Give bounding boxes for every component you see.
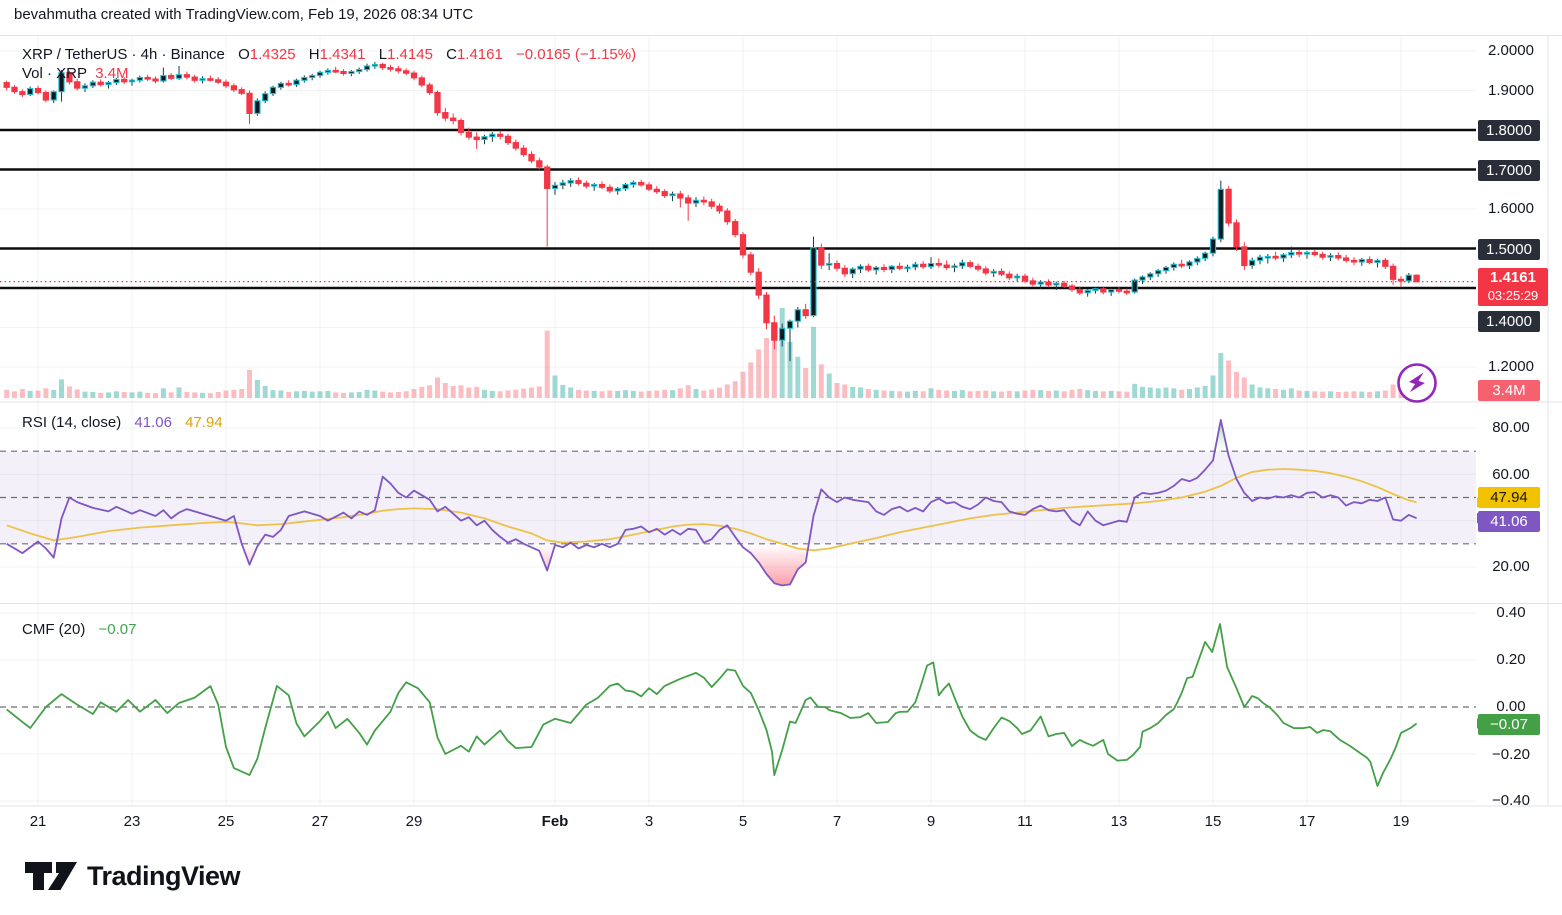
- ohlc-close-value: 1.4161: [456, 46, 503, 63]
- volume-bars: [4, 308, 1420, 399]
- rsi-legend[interactable]: RSI (14, close) 41.06 47.94: [22, 414, 227, 431]
- ohlc-low-value: 1.4145: [387, 46, 433, 63]
- time-tick: 13: [1110, 813, 1128, 830]
- time-tick: 19: [1392, 813, 1410, 830]
- rsi-title[interactable]: RSI (14, close): [22, 414, 122, 431]
- rsi-ma-line: [6, 468, 1417, 552]
- rsi-ma-value: 47.94: [185, 414, 223, 431]
- ohlc-low-label: L: [378, 46, 388, 63]
- time-tick: 5: [738, 813, 748, 830]
- time-tick: 9: [926, 813, 936, 830]
- time-tick: Feb: [541, 813, 569, 830]
- rsi-line: [6, 418, 1417, 587]
- time-tick: 23: [123, 813, 141, 830]
- tradingview-mark-icon: [25, 862, 77, 890]
- cmf-line: [6, 623, 1418, 787]
- ohlc-close-label: C: [446, 46, 457, 63]
- price-level-badge: 1.7000: [1478, 160, 1540, 181]
- cmf-tick: 0.20: [1496, 651, 1526, 668]
- rsi-value: 41.06: [134, 414, 172, 431]
- cmf-title[interactable]: CMF (20): [22, 621, 86, 638]
- time-tick: 15: [1204, 813, 1222, 830]
- cmf-tick: 0.40: [1496, 604, 1526, 621]
- rsi-tick: 20.00: [1492, 558, 1530, 575]
- price-level-badge: 1.4000: [1478, 311, 1540, 332]
- price-tick: 1.9000: [1488, 82, 1534, 99]
- time-tick: 25: [217, 813, 235, 830]
- rsi-ma-badge: 47.94: [1478, 487, 1540, 508]
- rsi-tick: 80.00: [1492, 419, 1530, 436]
- ohlc-high-label: H: [308, 46, 320, 63]
- cmf-value: −0.07: [98, 621, 137, 638]
- volume-value: 3.4M: [95, 65, 129, 82]
- time-tick: 11: [1017, 813, 1033, 830]
- ohlc-high-value: 1.4341: [319, 46, 366, 63]
- tradingview-logo-text: TradingView: [87, 860, 241, 891]
- last-price-badge: 1.4161 03:25:29: [1478, 268, 1548, 306]
- cmf-tick: −0.20: [1492, 746, 1530, 763]
- tradingview-logo[interactable]: TradingView: [24, 860, 241, 892]
- rsi-tick: 60.00: [1492, 466, 1530, 483]
- cmf-tick: −0.40: [1492, 792, 1530, 809]
- time-tick: 3: [644, 813, 654, 830]
- ohlc-open-value: 1.4325: [249, 46, 296, 63]
- price-tick: 2.0000: [1488, 42, 1534, 59]
- price-tick: 1.6000: [1488, 200, 1534, 217]
- volume-label[interactable]: Vol · XRP: [22, 65, 88, 82]
- lightning-bolt-icon[interactable]: [1396, 362, 1438, 404]
- time-tick: 7: [832, 813, 842, 830]
- cmf-value-badge: −0.07: [1478, 714, 1540, 735]
- time-tick: 17: [1298, 813, 1316, 830]
- price-level-badge: 1.8000: [1478, 120, 1540, 141]
- volume-legend[interactable]: Vol · XRP 3.4M: [22, 65, 133, 82]
- symbol-title[interactable]: XRP / TetherUS · 4h · Binance: [22, 46, 225, 63]
- volume-axis-badge: 3.4M: [1478, 380, 1540, 401]
- ohlc-open-label: O: [238, 46, 250, 63]
- cmf-tick: 0.00: [1496, 698, 1526, 715]
- price-tick: 1.2000: [1488, 358, 1534, 375]
- ohlc-change-value: −0.0165 (−1.15%): [516, 46, 637, 63]
- candles: [3, 62, 1420, 362]
- time-tick: 29: [405, 813, 423, 830]
- last-price-value: 1.4161: [1490, 269, 1536, 286]
- time-tick: 21: [29, 813, 47, 830]
- main-legend[interactable]: XRP / TetherUS · 4h · Binance O1.4325 H1…: [22, 46, 640, 63]
- price-level-badge: 1.5000: [1478, 239, 1540, 260]
- attribution-text: bevahmutha created with TradingView.com,…: [14, 6, 474, 23]
- rsi-value-badge: 41.06: [1478, 511, 1540, 532]
- time-tick: 27: [311, 813, 329, 830]
- candle-countdown: 03:25:29: [1487, 288, 1539, 303]
- cmf-legend[interactable]: CMF (20) −0.07: [22, 621, 140, 638]
